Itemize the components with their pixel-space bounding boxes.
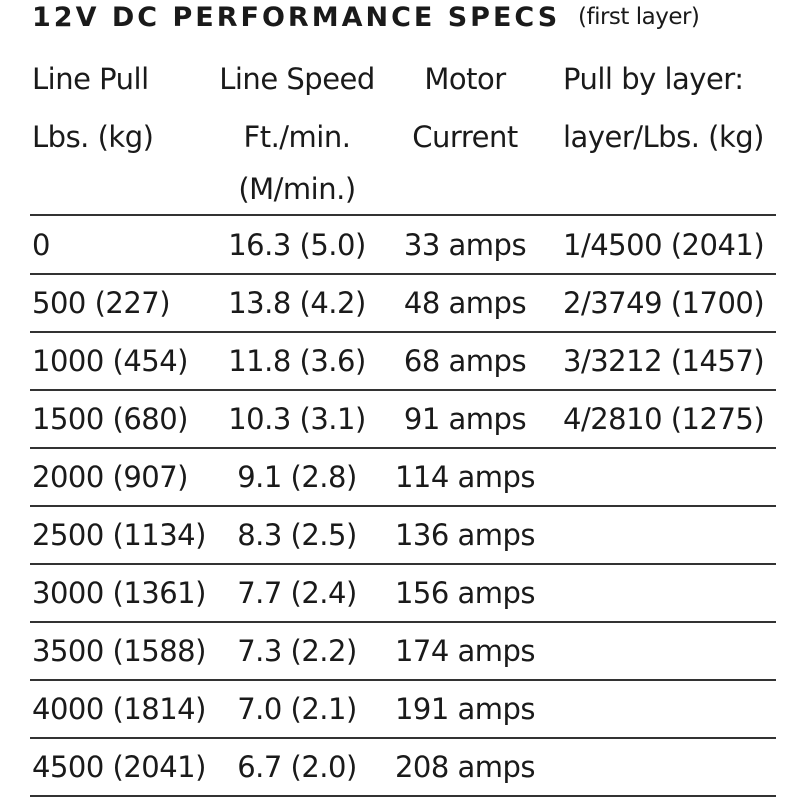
cell: 48 amps <box>403 286 527 320</box>
cell: 4500 (2041) <box>32 750 206 784</box>
column-header: Pull by layer: <box>563 62 744 96</box>
title: 12V DC PERFORMANCE SPECS <box>32 2 561 33</box>
cell: 208 amps <box>394 750 536 784</box>
cell: 11.8 (3.6) <box>228 344 366 378</box>
cell: 16.3 (5.0) <box>228 228 366 262</box>
column-header: layer/Lbs. (kg) <box>563 120 764 154</box>
row-rule <box>30 273 776 275</box>
row-rule <box>30 737 776 739</box>
subtitle: (first layer) <box>578 4 700 30</box>
cell: 4/2810 (1275) <box>563 402 765 436</box>
cell: 6.7 (2.0) <box>237 750 357 784</box>
cell: 136 amps <box>394 518 536 552</box>
row-rule <box>30 563 776 565</box>
cell: 13.8 (4.2) <box>228 286 366 320</box>
row-rule <box>30 447 776 449</box>
cell: 1500 (680) <box>32 402 189 436</box>
row-rule <box>30 389 776 391</box>
column-header: Line Pull <box>32 62 149 96</box>
cell: 1/4500 (2041) <box>563 228 765 262</box>
cell: 91 amps <box>403 402 527 436</box>
column-header: Motor <box>424 62 506 96</box>
column-header: Lbs. (kg) <box>32 120 154 154</box>
cell: 3/3212 (1457) <box>563 344 765 378</box>
cell: 500 (227) <box>32 286 171 320</box>
cell: 33 amps <box>403 228 527 262</box>
header-rule <box>30 214 776 216</box>
cell: 2000 (907) <box>32 460 189 494</box>
cell: 7.0 (2.1) <box>237 692 357 726</box>
row-rule <box>30 795 776 797</box>
cell: 191 amps <box>394 692 536 726</box>
column-header: Ft./min. <box>243 120 351 154</box>
cell: 3500 (1588) <box>32 634 206 668</box>
cell: 10.3 (3.1) <box>228 402 366 436</box>
cell: 156 amps <box>394 576 536 610</box>
cell: 3000 (1361) <box>32 576 206 610</box>
row-rule <box>30 505 776 507</box>
cell: 7.3 (2.2) <box>237 634 357 668</box>
row-rule <box>30 331 776 333</box>
row-rule <box>30 621 776 623</box>
cell: 2500 (1134) <box>32 518 206 552</box>
cell: 7.7 (2.4) <box>237 576 357 610</box>
cell: 114 amps <box>394 460 536 494</box>
cell: 174 amps <box>394 634 536 668</box>
column-header: Current <box>412 120 518 154</box>
column-header: Line Speed <box>219 62 375 96</box>
row-rule <box>30 679 776 681</box>
cell: 68 amps <box>403 344 527 378</box>
cell: 8.3 (2.5) <box>237 518 357 552</box>
cell: 4000 (1814) <box>32 692 206 726</box>
cell: 1000 (454) <box>32 344 189 378</box>
cell: 2/3749 (1700) <box>563 286 765 320</box>
column-header: (M/min.) <box>238 172 356 206</box>
cell: 0 <box>32 228 50 262</box>
cell: 9.1 (2.8) <box>237 460 357 494</box>
